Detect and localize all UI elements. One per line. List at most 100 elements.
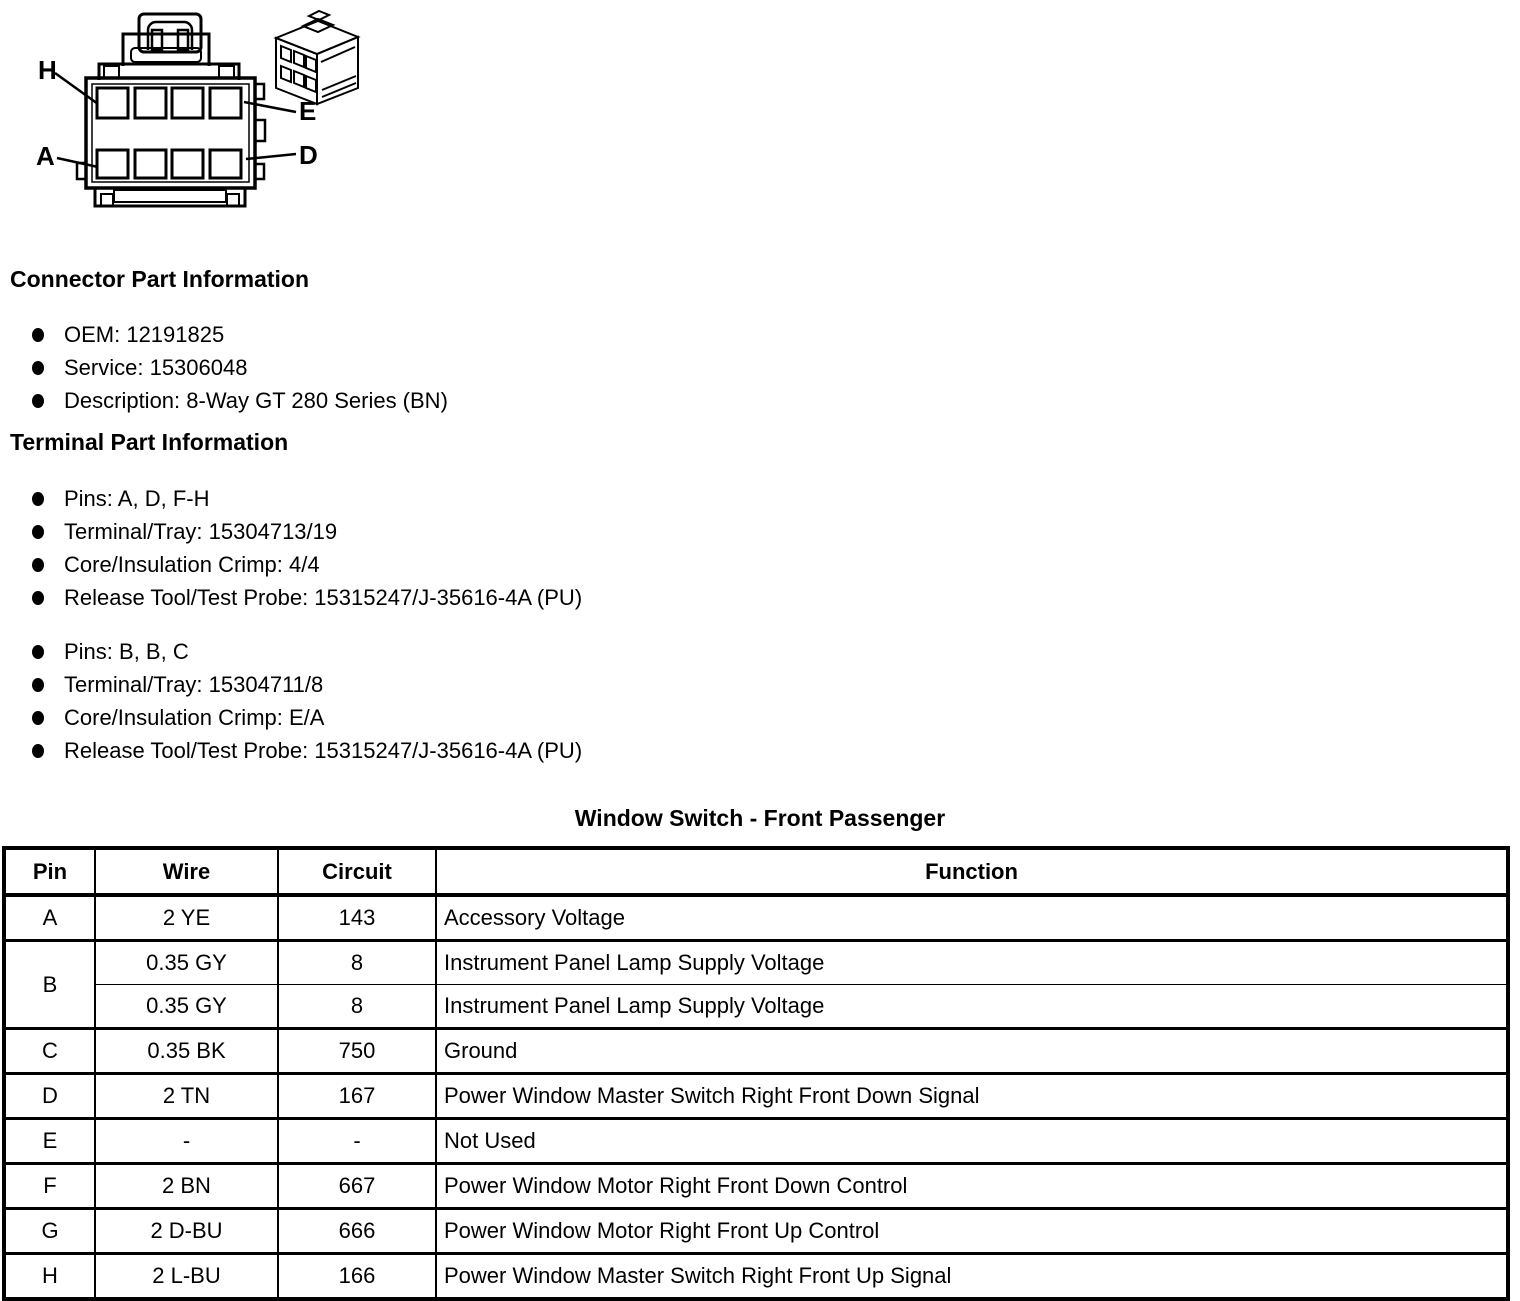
list-item: Core/Insulation Crimp: 4/4	[32, 548, 582, 581]
pin-label-e: E	[299, 96, 317, 126]
wire-cell: 2 TN	[94, 1072, 279, 1120]
column-header-pin: Pin	[3, 847, 96, 897]
wire-cell: 2 D-BU	[94, 1207, 279, 1255]
pin-cell: D	[3, 1072, 96, 1120]
terminal-part-information-list-2: Pins: B, B, C Terminal/Tray: 15304711/8 …	[0, 635, 582, 767]
table-row-pin-b-2: 0.35 GY 8 Instrument Panel Lamp Supply V…	[4, 984, 1509, 1030]
list-item: Release Tool/Test Probe: 15315247/J-3561…	[32, 581, 582, 614]
column-header-circuit: Circuit	[277, 847, 437, 897]
wire-cell: 0.35 GY	[94, 984, 279, 1030]
table-row-pin-e: E - - Not Used	[3, 1117, 1509, 1165]
list-item: Release Tool/Test Probe: 15315247/J-3561…	[32, 734, 582, 767]
bullet-icon	[32, 360, 44, 375]
connector-diagram: H A E D	[0, 0, 400, 250]
terminal-part-information-list-1: Pins: A, D, F-H Terminal/Tray: 15304713/…	[0, 482, 582, 614]
table-row-pin-c: C 0.35 BK 750 Ground	[3, 1027, 1509, 1075]
function-cell: Power Window Motor Right Front Up Contro…	[435, 1207, 1509, 1255]
list-item: OEM: 12191825	[32, 318, 448, 351]
pin-cell: E	[3, 1117, 96, 1165]
function-cell: Not Used	[435, 1117, 1509, 1165]
circuit-cell: -	[277, 1117, 437, 1165]
bullet-icon	[32, 393, 44, 408]
function-cell: Instrument Panel Lamp Supply Voltage	[435, 984, 1509, 1030]
bullet-icon	[32, 524, 44, 539]
table-row-pin-g: G 2 D-BU 666 Power Window Motor Right Fr…	[3, 1207, 1509, 1255]
list-item: Terminal/Tray: 15304711/8	[32, 668, 582, 701]
table-row-pin-d: D 2 TN 167 Power Window Master Switch Ri…	[3, 1072, 1509, 1120]
circuit-cell: 143	[277, 893, 437, 942]
list-item-text: Core/Insulation Crimp: 4/4	[64, 551, 320, 577]
circuit-cell: 750	[277, 1027, 437, 1075]
pin-cell: G	[3, 1207, 96, 1255]
pin-hole	[133, 86, 168, 120]
pinout-table: Pin Wire Circuit Function A 2 YE 143 Acc…	[2, 846, 1510, 1301]
circuit-cell: 8	[277, 984, 437, 1030]
circuit-cell: 167	[277, 1072, 437, 1120]
list-item-text: Service: 15306048	[64, 354, 248, 380]
terminal-part-information-heading: Terminal Part Information	[10, 429, 289, 455]
list-item-text: Core/Insulation Crimp: E/A	[64, 704, 325, 730]
bullet-icon	[32, 644, 44, 659]
pin-label-d: D	[299, 140, 318, 170]
bullet-icon	[32, 557, 44, 572]
list-item: Core/Insulation Crimp: E/A	[32, 701, 582, 734]
table-row-pin-h: H 2 L-BU 166 Power Window Master Switch …	[3, 1252, 1509, 1300]
list-item-text: Terminal/Tray: 15304713/19	[64, 518, 338, 544]
bullet-icon	[32, 677, 44, 692]
pin-hole	[208, 148, 243, 180]
pin-cell: H	[3, 1252, 96, 1300]
wire-cell: 2 L-BU	[94, 1252, 279, 1300]
pin-hole	[170, 86, 205, 120]
list-item-text: Release Tool/Test Probe: 15315247/J-3561…	[64, 584, 583, 610]
circuit-cell: 166	[277, 1252, 437, 1300]
circuit-cell: 8	[277, 939, 437, 985]
list-item-text: OEM: 12191825	[64, 321, 225, 347]
bullet-icon	[32, 491, 44, 506]
circuit-cell: 667	[277, 1162, 437, 1210]
function-cell: Accessory Voltage	[435, 893, 1509, 942]
pin-hole	[133, 148, 168, 180]
connector-isometric-view	[273, 9, 361, 106]
pin-hole	[170, 148, 205, 180]
wire-cell: 0.35 BK	[94, 1027, 279, 1075]
table-title: Window Switch - Front Passenger	[574, 805, 946, 831]
pin-cell: B	[3, 939, 96, 1030]
column-header-wire: Wire	[94, 847, 279, 897]
list-item: Description: 8-Way GT 280 Series (BN)	[32, 384, 448, 417]
list-item: Terminal/Tray: 15304713/19	[32, 515, 582, 548]
connector-diagram-art	[54, 9, 361, 208]
wire-cell: 0.35 GY	[94, 939, 279, 985]
wire-cell: 2 BN	[94, 1162, 279, 1210]
list-item-text: Pins: B, B, C	[64, 638, 189, 664]
connector-part-information-list: OEM: 12191825 Service: 15306048 Descript…	[0, 318, 448, 417]
function-cell: Power Window Motor Right Front Down Cont…	[435, 1162, 1509, 1210]
bullet-icon	[32, 743, 44, 758]
list-item-text: Release Tool/Test Probe: 15315247/J-3561…	[64, 737, 583, 763]
function-cell: Instrument Panel Lamp Supply Voltage	[435, 939, 1509, 985]
table-row-pin-f: F 2 BN 667 Power Window Motor Right Fron…	[3, 1162, 1509, 1210]
table-row-pin-b-1: B 0.35 GY 8 Instrument Panel Lamp Supply…	[3, 939, 1509, 1030]
function-cell: Power Window Master Switch Right Front U…	[435, 1252, 1509, 1300]
circuit-cell: 666	[277, 1207, 437, 1255]
bullet-icon	[32, 710, 44, 725]
pin-label-h: H	[38, 55, 57, 85]
table-header-row: Pin Wire Circuit Function	[3, 847, 1509, 897]
list-item-text: Description: 8-Way GT 280 Series (BN)	[64, 387, 448, 413]
pin-hole	[95, 148, 130, 180]
pin-cell: C	[3, 1027, 96, 1075]
list-item-text: Terminal/Tray: 15304711/8	[64, 671, 324, 697]
list-item: Service: 15306048	[32, 351, 448, 384]
function-cell: Ground	[435, 1027, 1509, 1075]
connector-part-information-heading: Connector Part Information	[10, 266, 310, 292]
list-item: Pins: A, D, F-H	[32, 482, 582, 515]
pin-cell: F	[3, 1162, 96, 1210]
bullet-icon	[32, 327, 44, 342]
table-row-pin-a: A 2 YE 143 Accessory Voltage	[3, 893, 1509, 942]
pin-hole	[208, 86, 243, 120]
wire-cell: 2 YE	[94, 893, 279, 942]
connector-front-view	[75, 12, 267, 208]
function-cell: Power Window Master Switch Right Front D…	[435, 1072, 1509, 1120]
bullet-icon	[32, 590, 44, 605]
pin-hole	[95, 86, 130, 120]
